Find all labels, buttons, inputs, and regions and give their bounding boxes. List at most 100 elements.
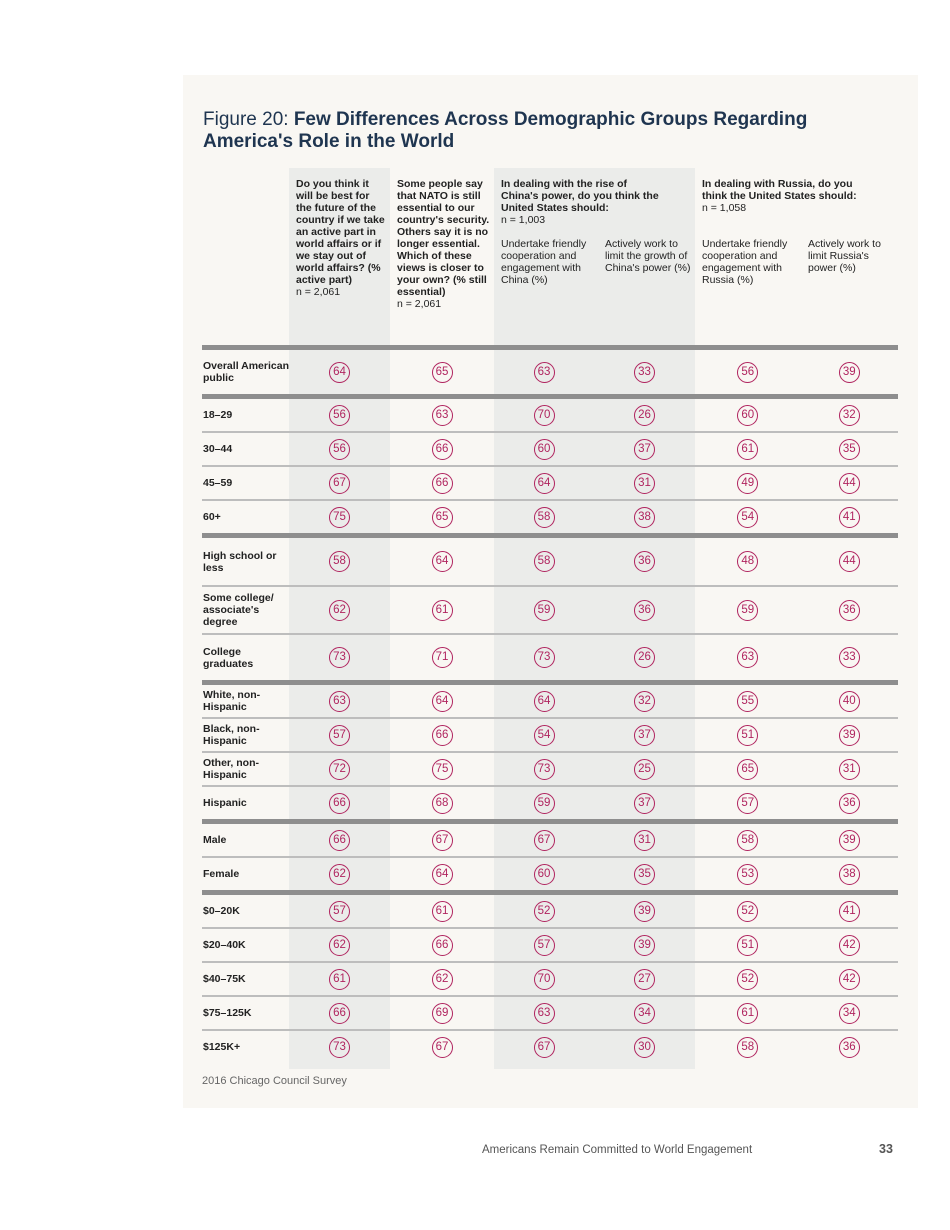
row-label: Male (202, 819, 289, 857)
value-cell: 57 (289, 717, 390, 752)
value-circle: 64 (533, 690, 555, 712)
value-circle: 63 (431, 404, 453, 426)
value-cell: 40 (800, 680, 898, 718)
value-circle: 58 (737, 1036, 759, 1058)
value-cell: 37 (594, 785, 695, 822)
value-circle: 36 (634, 551, 655, 572)
value-circle: 41 (838, 900, 860, 922)
value-circle: 66 (329, 829, 350, 851)
value-circle: 36 (838, 1036, 860, 1058)
value-cell: 39 (800, 819, 898, 857)
value-circle: 62 (329, 599, 350, 621)
value-circle: 57 (329, 724, 350, 746)
value-cell: 75 (390, 751, 494, 786)
value-circle: 48 (737, 551, 759, 572)
header-q3-option-b: Actively work to limit the growth of Chi… (605, 238, 691, 274)
value-circle: 56 (329, 404, 350, 426)
row-label: Female (202, 856, 289, 893)
value-cell: 66 (390, 431, 494, 466)
figure-heading: Few Differences Across Demographic Group… (203, 109, 808, 152)
value-cell: 57 (695, 785, 801, 822)
value-circle: 41 (838, 506, 860, 528)
value-cell: 73 (494, 751, 594, 786)
value-cell: 55 (695, 680, 801, 718)
value-circle: 63 (533, 1002, 555, 1024)
value-cell: 57 (494, 927, 594, 962)
value-circle: 60 (533, 438, 555, 460)
value-circle: 34 (838, 1002, 860, 1024)
value-circle: 69 (431, 1002, 453, 1024)
value-cell: 61 (289, 961, 390, 996)
value-cell: 31 (594, 465, 695, 500)
table-row: Female 62 64 60 35 53 38 (202, 856, 898, 893)
value-circle: 54 (737, 506, 759, 528)
value-cell: 31 (800, 751, 898, 786)
table-row: Some college/ associate's degree 62 61 59 36… (202, 585, 898, 634)
value-cell: 36 (594, 585, 695, 634)
value-circle: 70 (533, 404, 555, 426)
value-circle: 67 (329, 472, 350, 494)
table-row: Overall American public 64 65 63 33 56 39 (202, 345, 898, 397)
value-circle: 44 (838, 472, 860, 494)
value-cell: 56 (695, 345, 801, 397)
value-cell: 63 (289, 680, 390, 718)
value-circle: 65 (737, 758, 759, 780)
value-circle: 67 (533, 829, 555, 851)
value-circle: 39 (838, 361, 860, 383)
value-cell: 25 (594, 751, 695, 786)
value-circle: 59 (737, 599, 759, 621)
value-circle: 39 (634, 900, 655, 922)
header-q1: Do you think it will be best for the fut… (289, 168, 390, 348)
value-circle: 42 (838, 968, 860, 990)
value-circle: 39 (838, 829, 860, 851)
value-cell: 63 (494, 345, 594, 397)
value-cell: 52 (494, 890, 594, 928)
value-circle: 36 (838, 599, 860, 621)
value-cell: 33 (594, 345, 695, 397)
value-circle: 73 (329, 1036, 350, 1058)
value-circle: 54 (533, 724, 555, 746)
value-circle: 61 (431, 599, 453, 621)
value-cell: 35 (800, 431, 898, 466)
row-label: 60+ (202, 499, 289, 536)
row-label: $125K+ (202, 1029, 289, 1063)
value-cell: 33 (800, 633, 898, 683)
value-cell: 59 (494, 585, 594, 634)
value-cell: 63 (390, 394, 494, 432)
value-circle: 40 (838, 690, 860, 712)
value-cell: 57 (289, 890, 390, 928)
value-cell: 56 (289, 394, 390, 432)
value-cell: 64 (494, 465, 594, 500)
value-circle: 49 (737, 472, 759, 494)
table-row: Hispanic 66 68 59 37 57 36 (202, 785, 898, 822)
row-label: 45–59 (202, 465, 289, 500)
value-cell: 36 (800, 585, 898, 634)
value-circle: 75 (329, 506, 350, 528)
page-number: 33 (879, 1142, 893, 1156)
table-row: 45–59 67 66 64 31 49 44 (202, 465, 898, 500)
value-cell: 66 (390, 465, 494, 500)
value-cell: 63 (494, 995, 594, 1030)
value-cell: 41 (800, 499, 898, 536)
value-cell: 34 (800, 995, 898, 1030)
value-cell: 66 (289, 995, 390, 1030)
value-circle: 75 (431, 758, 453, 780)
value-circle: 32 (838, 404, 860, 426)
value-cell: 64 (390, 856, 494, 893)
value-cell: 39 (800, 717, 898, 752)
value-cell: 44 (800, 465, 898, 500)
value-cell: 52 (695, 890, 801, 928)
row-label: 18–29 (202, 394, 289, 432)
value-cell: 59 (494, 785, 594, 822)
value-cell: 53 (695, 856, 801, 893)
value-circle: 25 (634, 758, 655, 780)
value-circle: 35 (634, 863, 655, 885)
value-cell: 58 (695, 819, 801, 857)
value-circle: 56 (329, 438, 350, 460)
value-cell: 26 (594, 394, 695, 432)
value-cell: 73 (494, 633, 594, 683)
value-cell: 67 (390, 819, 494, 857)
value-cell: 35 (594, 856, 695, 893)
value-cell: 39 (800, 345, 898, 397)
row-label: $0–20K (202, 890, 289, 928)
